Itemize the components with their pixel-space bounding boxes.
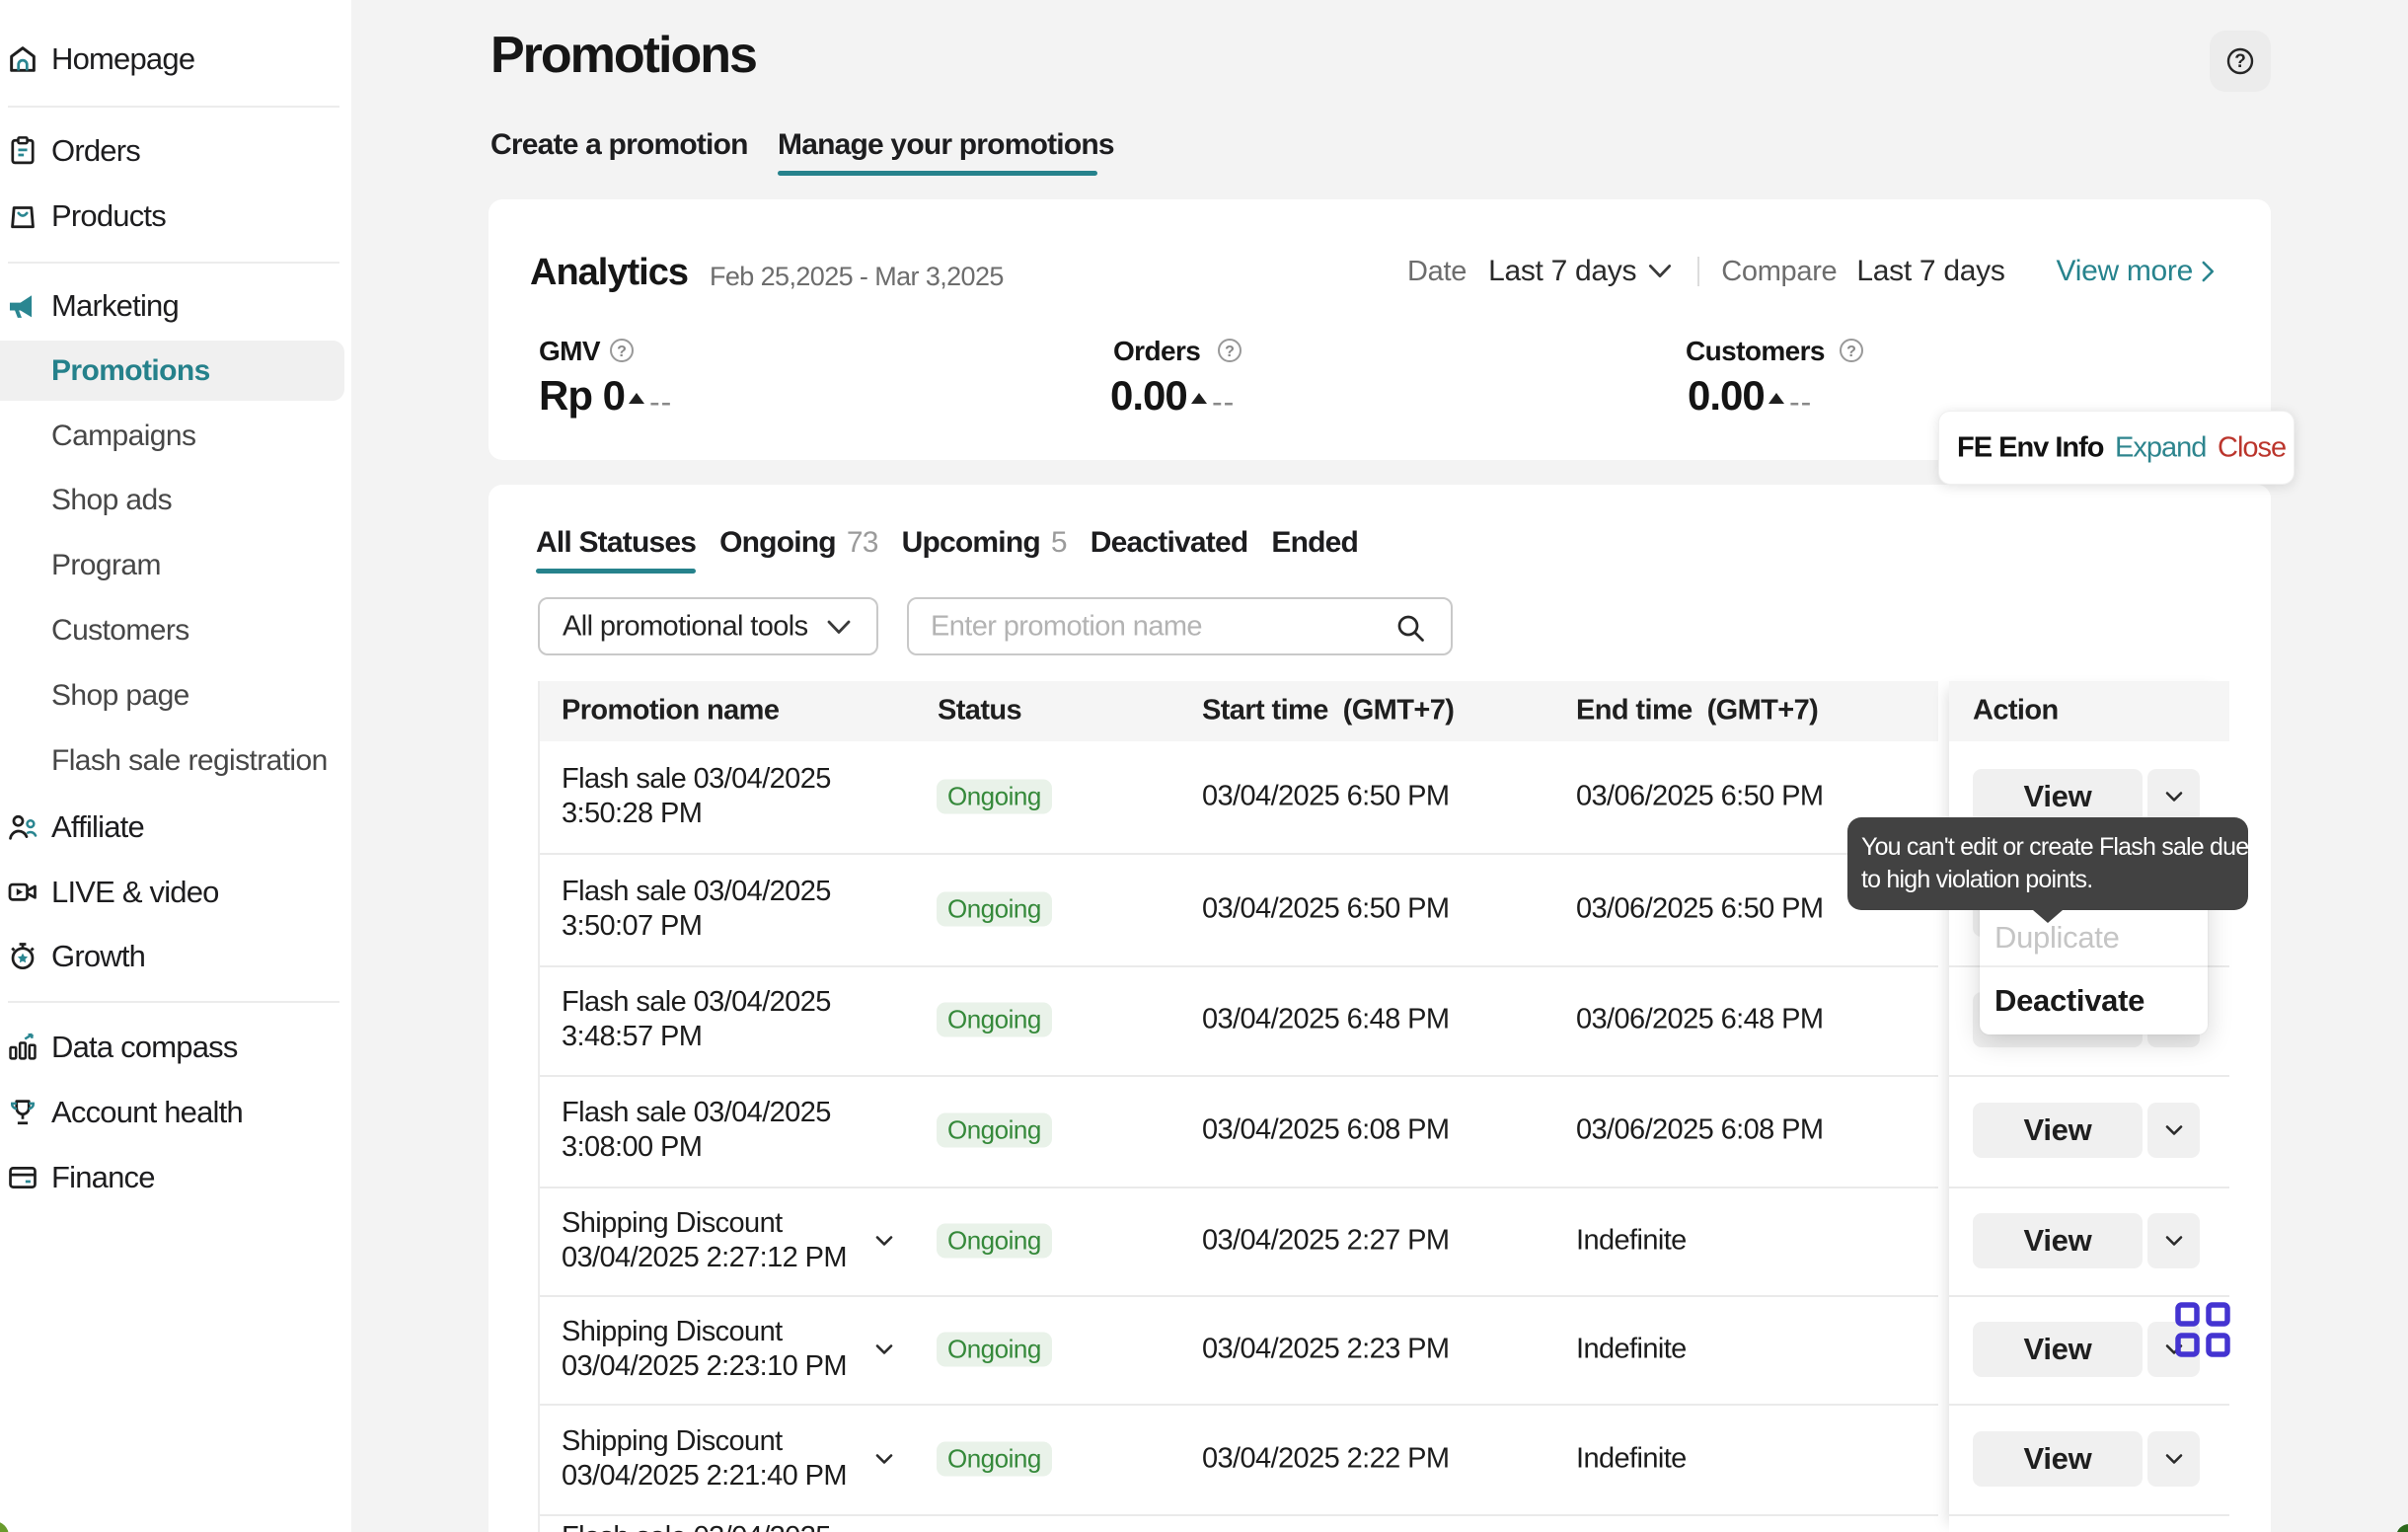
svg-text:?: ? [617, 344, 627, 360]
svg-text:?: ? [1846, 344, 1856, 360]
svg-text:?: ? [1225, 344, 1235, 360]
svg-text:?: ? [2234, 51, 2246, 72]
